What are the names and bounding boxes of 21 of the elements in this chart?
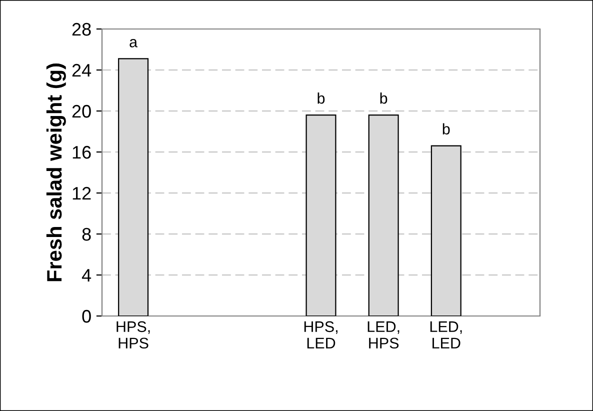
bar: [368, 114, 399, 316]
y-axis-title: Fresh salad weight (g): [46, 64, 66, 282]
annotation: a: [130, 39, 138, 48]
y-tick-label: 16: [72, 146, 91, 159]
y-tick-label: 12: [72, 186, 91, 200]
bar: [306, 114, 336, 316]
y-tick-label: 20: [72, 104, 91, 118]
y-tick-label: 28: [72, 22, 91, 36]
x-tick-label: HPS, HPS: [116, 321, 150, 349]
y-tick-label: 0: [82, 310, 91, 323]
bar: [430, 145, 462, 316]
y-tick-label: 24: [72, 64, 92, 77]
x-tick-label: HPS, LED: [304, 321, 338, 348]
annotation: b: [442, 123, 450, 134]
x-tick-label: LED, HPS: [368, 321, 400, 349]
annotation: b: [380, 92, 388, 104]
annotation: b: [318, 92, 325, 104]
bar: [118, 58, 149, 316]
y-tick-label: 8: [82, 228, 91, 241]
y-tick-label: 4: [82, 269, 92, 282]
x-tick-label: LED, LED: [430, 321, 462, 348]
